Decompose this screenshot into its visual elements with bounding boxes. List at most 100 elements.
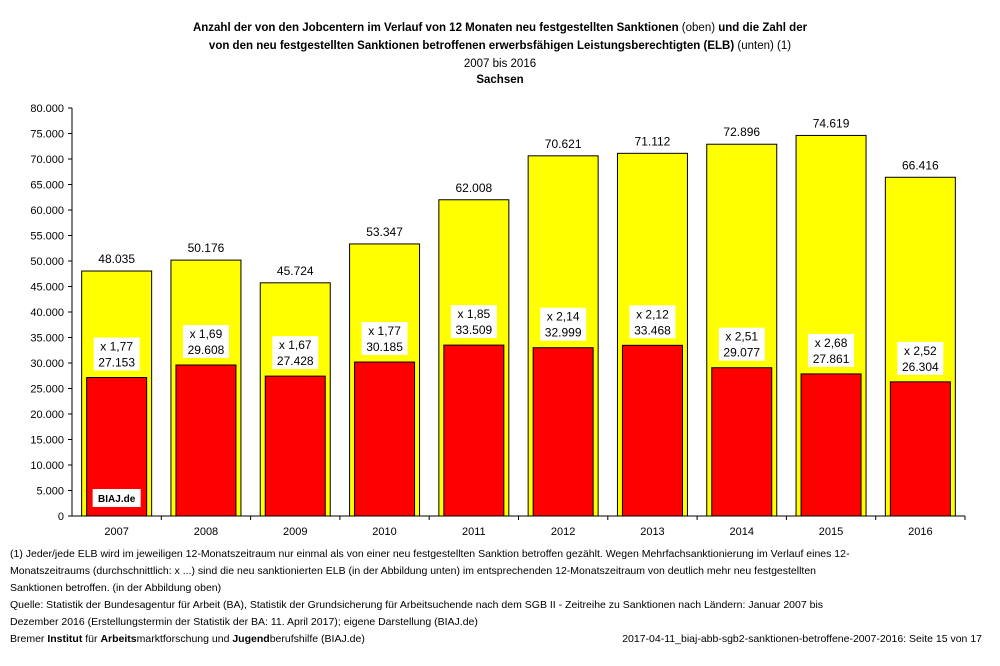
y-tick-label: 25.000: [30, 384, 64, 396]
label-bg: [719, 124, 764, 140]
label-bg: [540, 307, 587, 341]
data-label-ratio: x 2,12: [636, 307, 669, 321]
data-label-elb: 29.608: [188, 343, 225, 357]
data-label-sanktionen: 66.416: [902, 158, 939, 172]
data-label-sanktionen: 45.724: [277, 264, 314, 278]
data-label-elb: 26.304: [902, 360, 939, 374]
y-tick-label: 10.000: [30, 460, 64, 472]
label-bg: [272, 336, 319, 370]
bar-elb: [532, 347, 594, 517]
y-tick-label: 60.000: [30, 205, 64, 217]
label-bg: [630, 133, 675, 149]
y-tick-label: 65.000: [30, 180, 64, 192]
bar-elb: [621, 344, 683, 517]
label-bg: [808, 333, 855, 367]
label-bg: [450, 305, 497, 339]
data-label-ratio: x 2,51: [725, 330, 758, 344]
y-tick-label: 75.000: [30, 129, 64, 141]
x-tick-label: 2007: [104, 526, 128, 538]
label-bg: [361, 322, 408, 356]
bar-elb: [354, 361, 416, 517]
label-bg: [362, 223, 407, 239]
data-label-sanktionen: 50.176: [188, 241, 225, 255]
y-tick-label: 0: [58, 511, 64, 523]
bar-elb: [175, 364, 237, 517]
label-bg: [809, 115, 854, 131]
label-bg: [94, 251, 139, 267]
data-label-sanktionen: 72.896: [723, 125, 760, 139]
data-label-elb: 29.077: [723, 346, 760, 360]
data-label-ratio: x 1,69: [190, 327, 223, 341]
label-bg: [629, 305, 676, 339]
footer-file: 2017-04-11_biaj-abb-sgb2-sanktionen-betr…: [622, 633, 982, 645]
data-label-elb: 30.185: [366, 340, 403, 354]
x-tick-label: 2010: [372, 526, 396, 538]
source-2: Dezember 2016 (Erstellungstermin der Sta…: [10, 616, 478, 628]
label-bg: [93, 337, 140, 371]
data-label-sanktionen: 48.035: [98, 252, 135, 266]
data-label-elb: 33.468: [634, 323, 671, 337]
data-label-elb: 27.153: [98, 356, 135, 370]
label-bg: [182, 324, 229, 358]
data-label-ratio: x 2,14: [547, 310, 580, 324]
watermark-bg: [92, 489, 141, 507]
label-bg: [541, 135, 586, 151]
data-label-elb: 27.428: [277, 354, 314, 368]
label-bg: [183, 240, 228, 256]
y-tick-label: 55.000: [30, 231, 64, 243]
data-label-ratio: x 2,52: [904, 344, 937, 358]
label-bg: [718, 327, 765, 361]
bar-elb: [264, 375, 326, 517]
x-tick-label: 2014: [730, 526, 754, 538]
x-tick-label: 2011: [462, 526, 486, 538]
watermark: BIAJ.de: [98, 494, 136, 505]
x-tick-label: 2016: [908, 526, 932, 538]
title-period: 2007 bis 2016: [463, 58, 537, 70]
y-tick-label: 40.000: [30, 307, 64, 319]
bar-elb: [443, 344, 505, 517]
data-label-ratio: x 1,85: [457, 307, 490, 321]
label-bg: [897, 341, 944, 375]
source-1: Quelle: Statistik der Bundesagentur für …: [10, 599, 824, 611]
y-tick-label: 30.000: [30, 358, 64, 370]
y-tick-label: 50.000: [30, 256, 64, 268]
x-tick-label: 2009: [283, 526, 307, 538]
footnote-3: Sanktionen betroffen. (in der Abbildung …: [10, 582, 222, 594]
bar-elb: [889, 381, 951, 517]
y-tick-label: 80.000: [30, 103, 64, 115]
bar-elb: [800, 373, 862, 517]
label-bg: [451, 179, 496, 195]
y-tick-label: 35.000: [30, 333, 64, 345]
data-label-ratio: x 1,77: [368, 324, 401, 338]
data-label-elb: 27.861: [813, 352, 850, 366]
title-line-1: Anzahl der von den Jobcentern im Verlauf…: [192, 22, 808, 34]
data-label-sanktionen: 70.621: [545, 137, 582, 151]
label-bg: [898, 157, 943, 173]
footer-org: Bremer Institut für Arbeitsmarktforschun…: [10, 633, 365, 645]
title-line-2: von den neu festgestellten Sanktionen be…: [208, 40, 792, 52]
footnote-2: Monatszeitraums (durchschnittlich: x ...…: [10, 565, 817, 577]
data-label-sanktionen: 62.008: [455, 181, 492, 195]
y-tick-label: 45.000: [30, 282, 64, 294]
x-tick-label: 2015: [819, 526, 843, 538]
data-label-ratio: x 1,67: [279, 338, 312, 352]
data-label-sanktionen: 71.112: [635, 134, 671, 148]
data-label-sanktionen: 74.619: [813, 116, 850, 130]
bar-elb: [711, 367, 773, 517]
x-tick-label: 2012: [551, 526, 575, 538]
y-tick-label: 15.000: [30, 435, 64, 447]
footnote-1: (1) Jeder/jede ELB wird im jeweiligen 12…: [10, 548, 850, 560]
data-label-sanktionen: 53.347: [366, 225, 403, 239]
data-label-ratio: x 1,77: [100, 340, 133, 354]
title-region: Sachsen: [476, 74, 524, 86]
bar-chart: 0 5.000 10.000 15.000 20.000 25.000 30.000 35.0…: [30, 103, 966, 538]
y-tick-label: 5.000: [36, 486, 64, 498]
x-tick-label: 2008: [194, 526, 218, 538]
data-label-ratio: x 2,68: [815, 336, 848, 350]
y-tick-label: 70.000: [30, 154, 64, 166]
x-tick-label: 2013: [640, 526, 664, 538]
label-bg: [273, 262, 318, 278]
data-label-elb: 33.509: [455, 323, 492, 337]
y-tick-label: 20.000: [30, 409, 64, 421]
data-label-elb: 32.999: [545, 326, 582, 340]
